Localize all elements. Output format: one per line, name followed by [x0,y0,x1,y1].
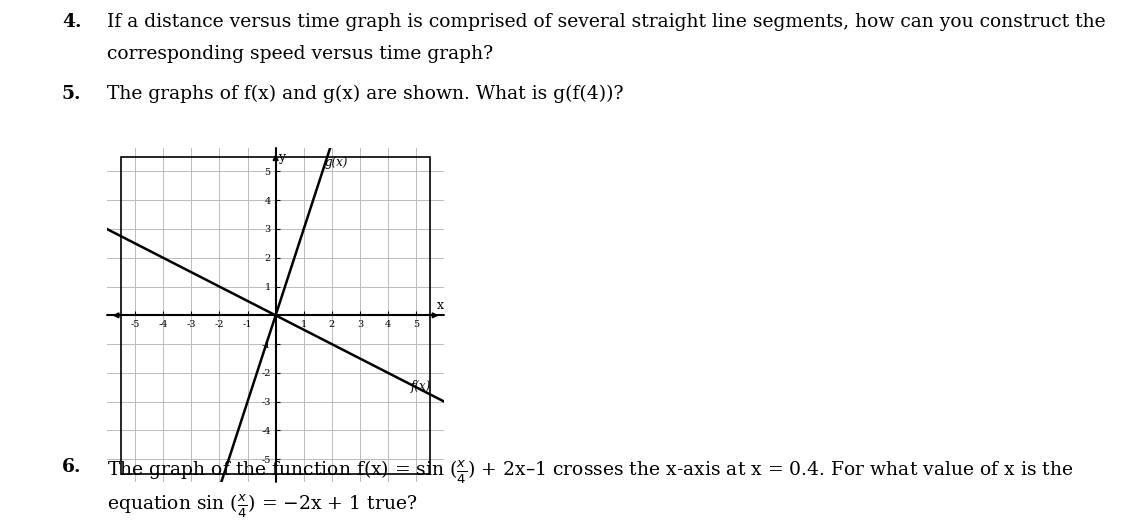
Text: 5.: 5. [62,85,81,103]
Text: The graphs of f(x) and g(x) are shown. What is g(f(4))?: The graphs of f(x) and g(x) are shown. W… [107,85,623,103]
Text: g(x): g(x) [325,156,349,169]
Text: The graph of the function f(x) = sin ($\frac{x}{4}$) + 2x–1 crosses the x-axis a: The graph of the function f(x) = sin ($\… [107,458,1073,486]
Text: f(x): f(x) [411,380,431,393]
Text: equation sin ($\frac{x}{4}$) = −2x + 1 true?: equation sin ($\frac{x}{4}$) = −2x + 1 t… [107,493,417,520]
Text: y: y [278,151,285,164]
Text: If a distance versus time graph is comprised of several straight line segments, : If a distance versus time graph is compr… [107,13,1106,31]
Text: 6.: 6. [62,458,81,476]
Text: x: x [436,299,443,312]
Text: corresponding speed versus time graph?: corresponding speed versus time graph? [107,45,493,63]
Text: 4.: 4. [62,13,81,31]
